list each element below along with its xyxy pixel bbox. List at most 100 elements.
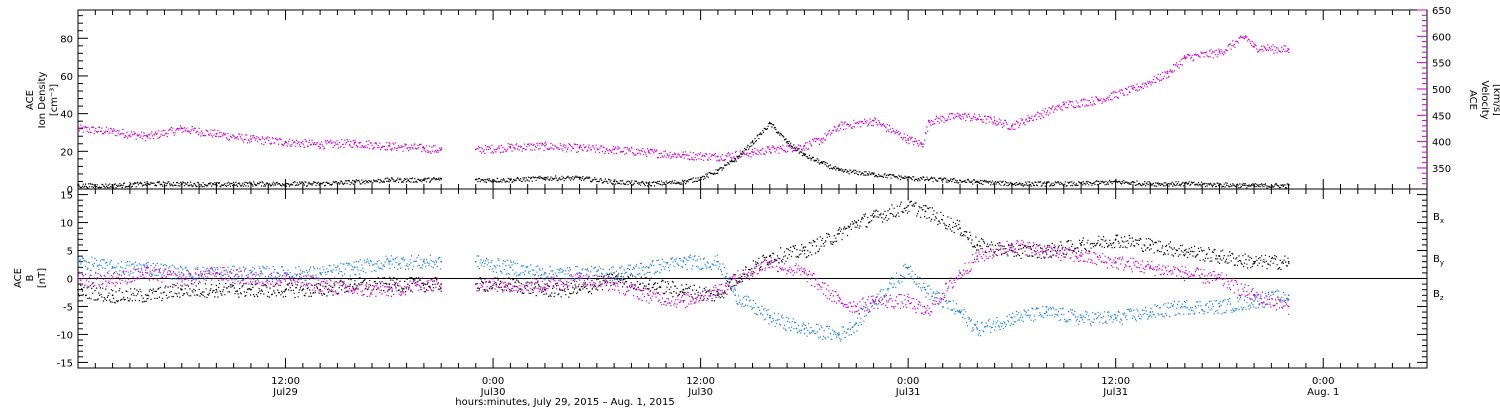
bx-point: [907, 204, 910, 207]
bz-point: [319, 283, 322, 285]
by-point: [388, 260, 391, 263]
by-point: [976, 327, 979, 330]
top-panel-frame: [77, 9, 1428, 190]
ion-density-point: [440, 177, 443, 180]
ion-density-point: [1080, 182, 1083, 185]
bx-point: [1287, 260, 1290, 263]
velocity-point: [544, 144, 546, 147]
ion-density-point: [1149, 182, 1152, 185]
top-left-axis-title-line2: Ion Density: [37, 72, 48, 129]
x-tick-date-label: Jul31: [895, 387, 921, 398]
top-left-tick-label: 0: [67, 185, 73, 196]
ion-density-point: [768, 122, 771, 124]
by-point: [1149, 311, 1152, 313]
bz-point: [1183, 272, 1186, 274]
bx-point: [1011, 249, 1013, 252]
bz-point: [1253, 294, 1255, 297]
bottom-axis-title-line1: ACE: [13, 268, 24, 288]
top-right-tick-label: 400: [1432, 138, 1451, 149]
velocity-point: [907, 138, 910, 140]
bz-point: [1080, 255, 1083, 258]
by-point: [1287, 294, 1290, 297]
bz-point: [1149, 266, 1152, 269]
velocity-point: [1062, 103, 1065, 106]
velocity-series-points: [78, 35, 1290, 162]
velocity-point: [1218, 51, 1221, 54]
top-right-tick-label: 500: [1432, 85, 1451, 96]
by-point: [1114, 316, 1117, 319]
by-point: [907, 266, 910, 269]
bz-point: [838, 299, 840, 302]
x-tick-time-label: 12:00: [271, 376, 300, 387]
velocity-point: [751, 151, 754, 154]
by-point: [111, 266, 114, 269]
velocity-point: [509, 145, 512, 148]
by-point: [509, 266, 512, 269]
by-point: [803, 327, 806, 330]
bz-point: [77, 277, 79, 280]
velocity-point: [613, 148, 616, 151]
by-point: [1080, 316, 1083, 319]
top-right-tick-label: 650: [1432, 6, 1451, 17]
legend-bz-subscript: z: [1440, 294, 1444, 302]
by-point: [250, 272, 252, 274]
by-point: [613, 272, 616, 274]
velocity-point: [1132, 88, 1134, 90]
ion-density-point: [717, 169, 719, 172]
by-point: [1183, 305, 1186, 308]
bottom-tick-label: 0: [67, 275, 73, 286]
bz-point: [1287, 305, 1290, 308]
velocity-point: [803, 144, 806, 147]
ion-density-point: [647, 182, 650, 185]
bottom-tick-label: -15: [57, 358, 73, 369]
by-point: [838, 333, 840, 336]
by-point: [1045, 311, 1048, 313]
by-point: [1011, 316, 1013, 319]
velocity-point: [647, 151, 650, 154]
bz-point: [907, 299, 910, 302]
velocity-point: [1028, 117, 1031, 119]
by-point: [422, 260, 425, 263]
top-left-tick-label: 60: [60, 72, 73, 83]
velocity-point: [820, 138, 823, 140]
bz-point: [509, 283, 512, 285]
x-tick-time-label: 12:00: [686, 376, 715, 387]
legend-bx: Bx: [1433, 212, 1444, 225]
bz-point: [353, 288, 356, 291]
bz-point: [388, 288, 391, 291]
top-left-axis-title-line1: ACE: [25, 90, 36, 110]
bx-point: [1218, 255, 1221, 258]
ion-density-point: [751, 140, 754, 143]
by-point: [959, 311, 961, 313]
ion-density-point: [820, 161, 823, 164]
velocity-point: [717, 155, 719, 158]
bottom-tick-label: 5: [67, 247, 73, 258]
velocity-point: [993, 119, 996, 122]
bx-point: [613, 277, 616, 280]
bz-point: [768, 260, 771, 263]
bx-point: [959, 227, 961, 230]
bz-point: [180, 277, 183, 280]
bz-point: [647, 294, 650, 297]
by-point: [1218, 305, 1221, 308]
bz-point: [146, 272, 149, 274]
velocity-point: [1097, 98, 1100, 101]
bx-point: [1183, 249, 1186, 252]
by-point: [544, 272, 546, 274]
bz-point: [544, 283, 546, 285]
top-right-tick-label: 450: [1432, 111, 1451, 122]
bz-point: [682, 299, 685, 302]
ion-density-point: [682, 180, 685, 183]
x-tick-time-label: 0:00: [482, 376, 504, 387]
bx-point: [1080, 244, 1083, 246]
velocity-point: [768, 148, 771, 151]
top-right-axis-title-line2: Velocity: [1479, 80, 1490, 119]
bz-point: [1114, 260, 1117, 263]
x-tick-time-label: 0:00: [1312, 376, 1334, 387]
velocity-point: [838, 124, 840, 127]
x-tick-date-label: Jul31: [1102, 387, 1128, 398]
velocity-point: [250, 138, 252, 140]
ion-density-point: [422, 178, 425, 181]
bz-point: [422, 283, 425, 285]
bz-point: [803, 272, 806, 274]
